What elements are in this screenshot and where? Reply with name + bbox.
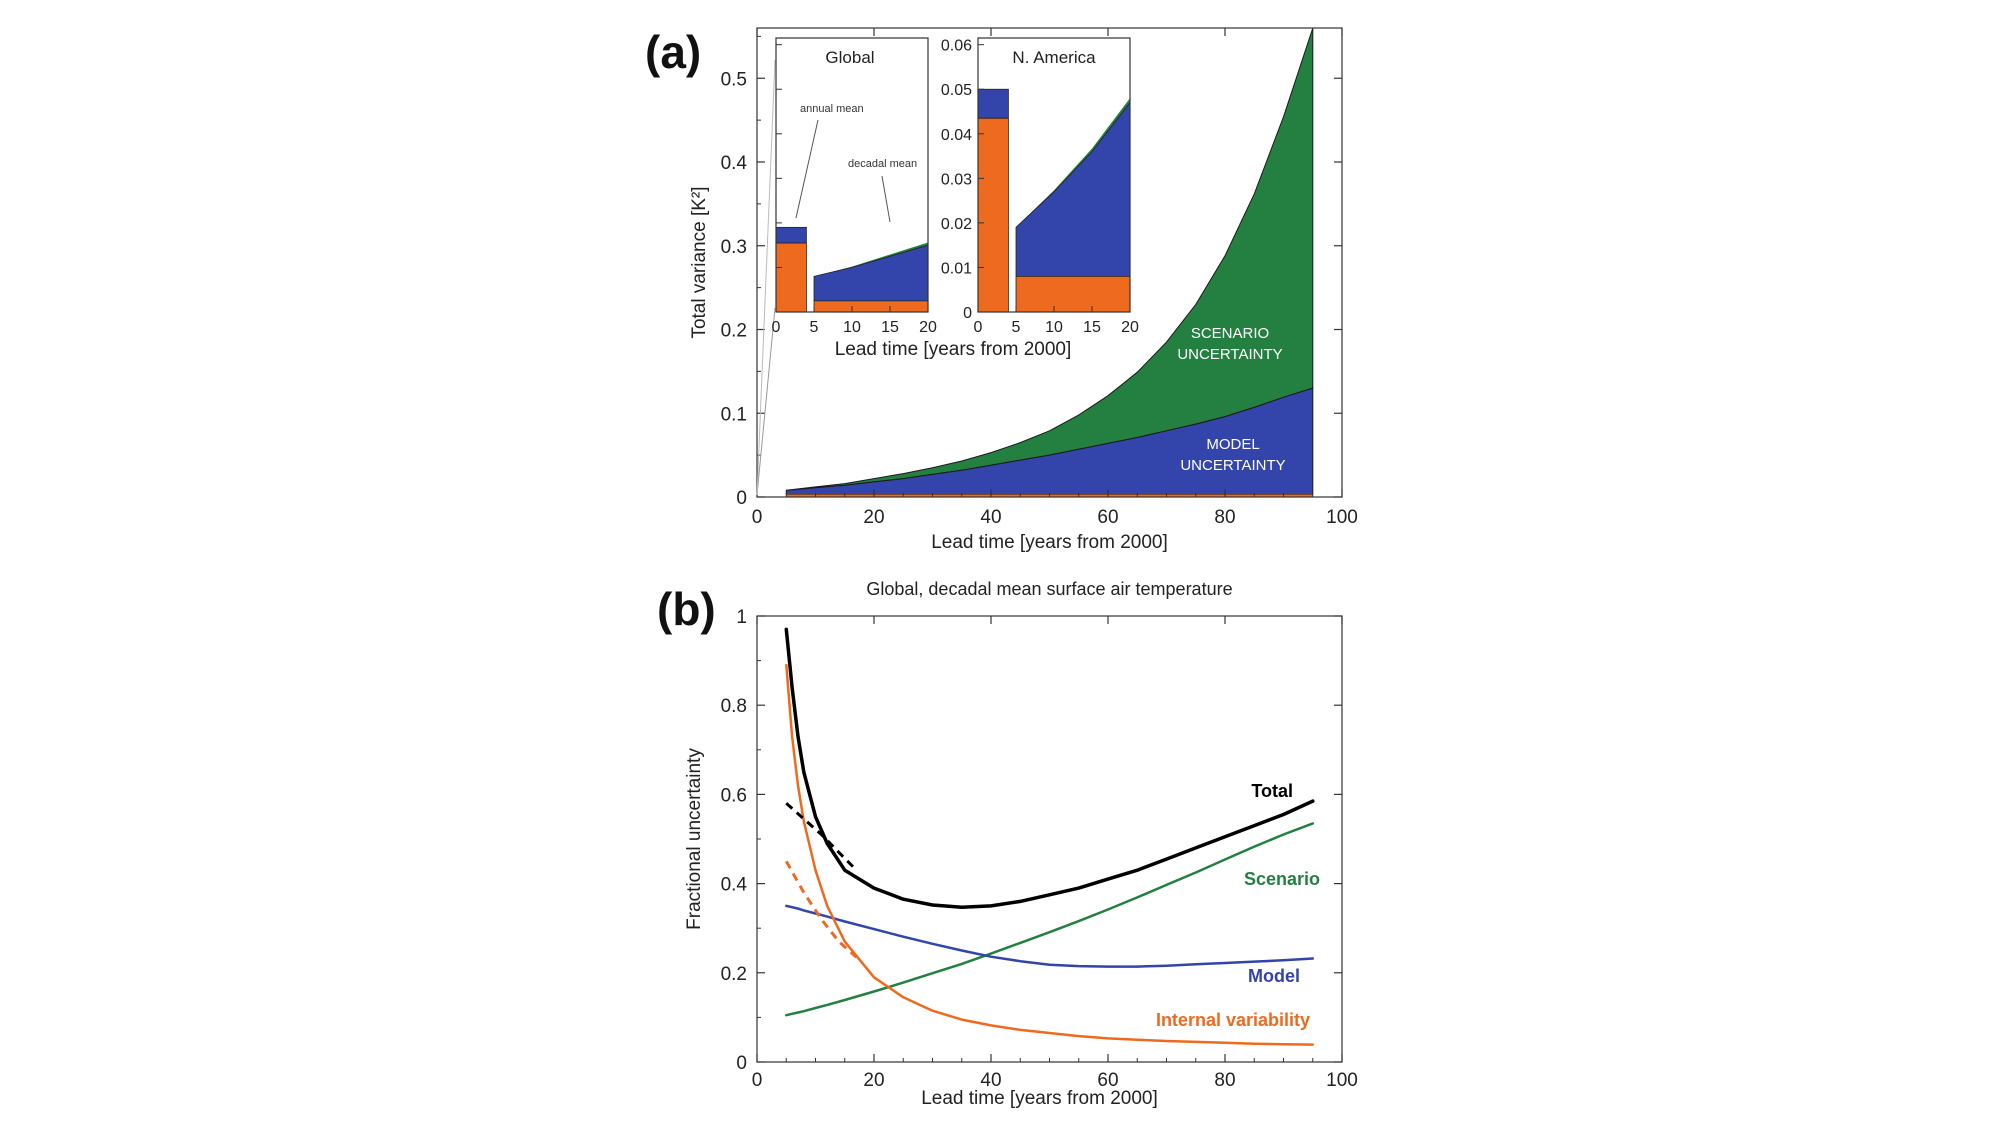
inset-y-tick-label: 0.02 xyxy=(941,216,972,233)
x-tick-label: 100 xyxy=(1326,507,1358,528)
scenario-label-line1: SCENARIO xyxy=(1191,325,1269,342)
inset-x-axis-title: Lead time [years from 2000] xyxy=(835,339,1072,360)
inset-namerica-chart: 0 5 10 15 20 0 0.01 0.02 0.03 0.04 0.05 0.06 N. Amer… xyxy=(835,37,1139,360)
internal-dashed-line xyxy=(784,860,858,959)
scenario-label-line2: UNCERTAINTY xyxy=(1177,346,1282,363)
zoom-connector xyxy=(756,59,776,496)
annual-mean-pointer xyxy=(795,119,819,219)
model-series-label: Model xyxy=(1248,966,1300,986)
y-tick-label: 0.3 xyxy=(721,237,747,258)
scenario-series-label: Scenario xyxy=(1244,869,1320,889)
inset-y-tick-label: 0 xyxy=(963,305,972,322)
y-tick-label: 0.2 xyxy=(721,964,747,985)
annual-internal-bar xyxy=(775,242,807,313)
inset-title: N. America xyxy=(1012,48,1096,67)
inset-y-tick-label: 0.05 xyxy=(941,82,972,99)
y-tick-label: 0.6 xyxy=(721,785,747,806)
inset-global-chart: 0 5 10 15 20 Global annual mean decadal mean xyxy=(772,37,937,336)
y-axis-title: Total variance [K²] xyxy=(689,186,710,338)
x-tick-label: 80 xyxy=(1214,1070,1235,1091)
decadal-internal-area xyxy=(1015,276,1131,313)
y-tick-label: 0.2 xyxy=(721,321,747,342)
inset-x-tick-label: 0 xyxy=(974,319,983,336)
y-tick-label: 1 xyxy=(736,607,747,628)
panel-b-title: Global, decadal mean surface air tempera… xyxy=(866,579,1232,599)
x-axis-title: Lead time [years from 2000] xyxy=(921,1088,1158,1109)
inset-x-tick-label: 15 xyxy=(881,319,899,336)
x-tick-label: 0 xyxy=(752,1070,763,1091)
annual-mean-annotation: annual mean xyxy=(800,103,864,115)
internal-line xyxy=(785,663,1315,1046)
x-tick-label: 0 xyxy=(752,507,763,528)
inset-y-tick-label: 0.03 xyxy=(941,171,972,188)
model-label-line2: UNCERTAINTY xyxy=(1180,457,1285,474)
annual-model-bar xyxy=(977,88,1009,119)
y-tick-label: 0.4 xyxy=(721,875,748,896)
inset-x-tick-label: 5 xyxy=(1012,319,1021,336)
inset-x-tick-label: 0 xyxy=(772,319,781,336)
zoom-connector xyxy=(756,307,776,496)
inset-x-tick-label: 20 xyxy=(1121,319,1139,336)
annual-internal-bar xyxy=(977,117,1009,313)
inset-x-tick-label: 20 xyxy=(919,319,937,336)
y-tick-label: 0.4 xyxy=(721,153,748,174)
annual-model-bar xyxy=(775,226,807,244)
x-tick-label: 40 xyxy=(980,507,1001,528)
panel-b-frame xyxy=(756,615,1343,1063)
inset-x-tick-label: 15 xyxy=(1083,319,1101,336)
x-tick-label: 80 xyxy=(1214,507,1235,528)
x-tick-label: 60 xyxy=(1097,507,1118,528)
y-tick-label: 0 xyxy=(736,1053,747,1074)
internal-series-label: Internal variability xyxy=(1156,1010,1310,1030)
panel-b-label: (b) xyxy=(657,583,716,635)
x-tick-label: 20 xyxy=(863,507,884,528)
scenario-line xyxy=(785,822,1315,1017)
y-tick-label: 0.1 xyxy=(721,404,747,425)
x-tick-label: 60 xyxy=(1097,1070,1118,1091)
decadal-internal-area xyxy=(813,300,929,313)
inset-y-tick-label: 0.04 xyxy=(941,127,972,144)
model-line xyxy=(785,904,1315,968)
x-tick-label: 100 xyxy=(1326,1070,1358,1091)
decadal-mean-pointer xyxy=(881,175,891,223)
panel-a-label: (a) xyxy=(645,26,701,78)
y-tick-label: 0.8 xyxy=(721,696,747,717)
y-tick-label: 0.5 xyxy=(721,69,747,90)
panel-b-chart: Global, decadal mean surface air tempera… xyxy=(684,579,1358,1109)
x-axis-title: Lead time [years from 2000] xyxy=(931,532,1168,553)
inset-y-tick-label: 0.01 xyxy=(941,260,972,277)
x-tick-label: 20 xyxy=(863,1070,884,1091)
inset-title: Global xyxy=(825,48,874,67)
y-tick-label: 0 xyxy=(736,488,747,509)
inset-x-tick-label: 10 xyxy=(843,319,861,336)
decadal-mean-annotation: decadal mean xyxy=(848,158,917,170)
model-label-line1: MODEL xyxy=(1206,436,1259,453)
total-series-label: Total xyxy=(1251,781,1293,801)
inset-x-tick-label: 5 xyxy=(810,319,819,336)
inset-y-tick-label: 0.06 xyxy=(941,38,972,55)
total-dashed-line xyxy=(785,802,858,872)
total-line xyxy=(784,627,1315,909)
y-axis-title: Fractional uncertainty xyxy=(684,748,705,930)
x-tick-label: 40 xyxy=(980,1070,1001,1091)
inset-x-tick-label: 10 xyxy=(1045,319,1063,336)
